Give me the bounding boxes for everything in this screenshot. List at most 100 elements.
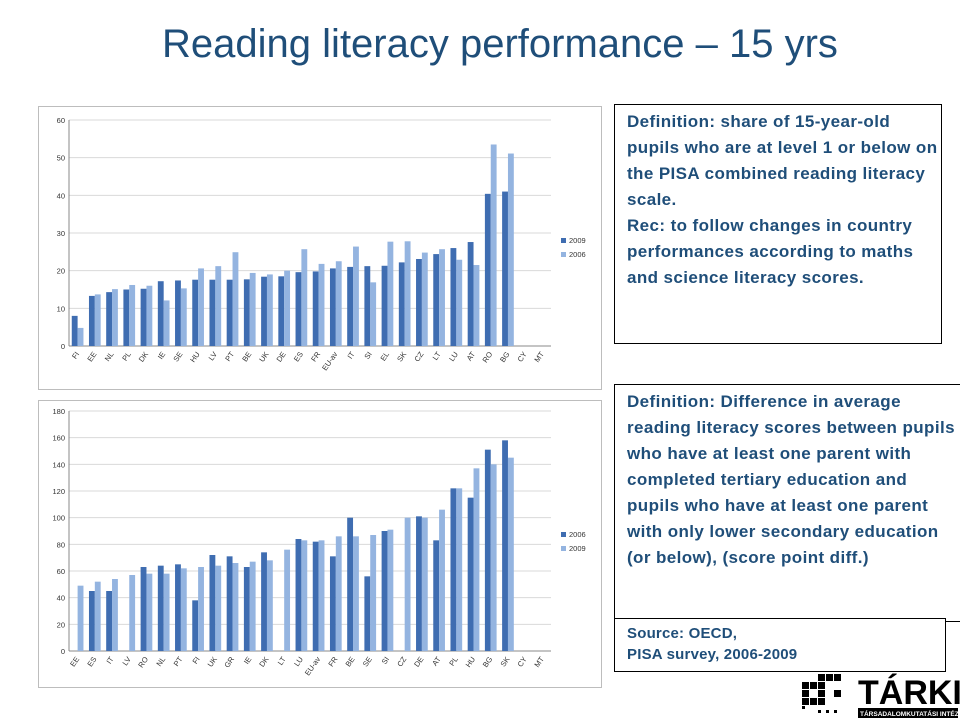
chart1-bar-2006 <box>112 289 118 346</box>
chart1-xtick-label: IE <box>156 350 167 361</box>
chart2-bar-2006 <box>329 556 336 651</box>
chart2-bar-2006 <box>261 552 267 651</box>
chart2-ytick-label: 80 <box>57 540 65 549</box>
chart-share-low-performers: 0 10 20 30 40 50 60 FI EE NL PL DK IE SE HU LV PT BE UK DE E… <box>38 106 602 390</box>
chart1-xtick-label: EU-av <box>320 350 339 372</box>
chart2-legend-swatch <box>561 546 566 551</box>
chart2-xtick-label: AT <box>430 655 443 668</box>
chart2-bar-2009 <box>129 575 136 651</box>
chart1-bar-2006 <box>129 284 136 346</box>
chart1-legend-swatch <box>561 252 566 257</box>
chart1-xtick-label: RO <box>481 350 495 365</box>
chart1-bar-2009 <box>433 254 440 346</box>
chart1-bar-2006 <box>439 249 445 346</box>
chart1-bar-2006 <box>490 144 497 346</box>
chart2-xtick-label: SE <box>361 655 374 668</box>
chart1-bar-2006 <box>215 266 222 346</box>
chart1-legend-label: 2006 <box>569 250 586 259</box>
chart2-xtick-label: PT <box>172 655 185 668</box>
chart2-xtick-label: SK <box>498 655 511 668</box>
chart2-xtick-label: PL <box>447 655 460 668</box>
chart1-xtick-label: LT <box>431 350 443 362</box>
chart2-xtick-label: FR <box>326 655 339 669</box>
chart2-xtick-label: RO <box>136 655 150 670</box>
chart1-bar-2006 <box>318 263 325 346</box>
chart1-bar-2009 <box>295 272 302 346</box>
chart2-bar-2009 <box>335 536 342 651</box>
chart2-bar-2006 <box>381 531 388 651</box>
chart2-bar-2006 <box>157 565 164 651</box>
chart-score-difference: 0 20 40 60 80 100 120 140 160 180 EE ES IT LV RO NL PT FI… <box>38 400 602 688</box>
chart1-xtick-label: DE <box>274 350 287 364</box>
chart1-bar-2006 <box>163 300 170 346</box>
chart2-xtick-label: FI <box>191 655 202 666</box>
chart1-xtick-label: NL <box>103 350 116 363</box>
chart2-bar-2006 <box>347 517 354 651</box>
chart1-bar-2006 <box>456 259 463 346</box>
definition-box-2: Definition: Difference in average readin… <box>614 384 960 622</box>
chart2-bar-2006 <box>192 600 199 651</box>
chart1-ytick-label: 60 <box>57 116 65 125</box>
logo-subtext: TÁRSADALOMKUTATÁSI INTÉZET ZRT. <box>860 709 960 718</box>
source-line-1: Source: OECD, <box>627 625 738 642</box>
chart2-bar-2006 <box>364 576 371 651</box>
chart1-xtick-label: FI <box>70 350 81 361</box>
chart2-xtick-label: BE <box>344 655 357 668</box>
chart1-bar-2009 <box>261 276 267 346</box>
chart1-ytick-label: 50 <box>57 154 65 163</box>
chart1-legend-swatch <box>561 238 566 243</box>
chart1-xtick-label: AT <box>465 350 478 363</box>
chart1-bar-2009 <box>243 279 250 346</box>
chart1-xtick-label: ES <box>292 350 305 363</box>
chart2-bar-2009 <box>163 573 170 651</box>
chart2-bar-2006 <box>175 564 181 651</box>
chart1-legend-label: 2009 <box>569 236 586 245</box>
chart-1-svg: 0 10 20 30 40 50 60 FI EE NL PL DK IE SE HU LV PT BE UK DE E… <box>57 116 586 372</box>
chart1-bar-2009 <box>226 279 233 346</box>
chart2-bar-2009 <box>146 573 153 651</box>
chart2-bar-2009 <box>232 563 239 651</box>
chart1-bar-2006 <box>507 153 514 346</box>
chart1-bar-2009 <box>381 265 388 346</box>
chart1-bar-2006 <box>232 252 239 346</box>
logo-text: TÁRKI <box>858 674 960 712</box>
chart1-xtick-label: SI <box>362 350 373 361</box>
chart2-bar-2009 <box>77 585 84 651</box>
chart1-xtick-label: UK <box>257 350 270 364</box>
chart1-bar-2009 <box>192 279 199 346</box>
chart2-bar-2009 <box>284 549 291 651</box>
tarki-logo-icon: TÁRKI TÁRSADALOMKUTATÁSI INTÉZET ZRT. <box>802 674 960 718</box>
chart2-xtick-label: CZ <box>395 655 408 669</box>
source-box: Source: OECD, PISA survey, 2006-2009 <box>614 618 946 672</box>
chart1-bar-2009 <box>88 295 95 346</box>
chart2-xtick-label: MT <box>532 655 546 669</box>
chart2-xtick-label: HU <box>464 655 478 669</box>
chart2-ytick-label: 100 <box>52 514 65 523</box>
chart2-ytick-label: 180 <box>52 407 65 416</box>
chart2-bar-2006 <box>467 497 474 651</box>
chart1-xtick-label: BG <box>498 350 512 364</box>
definition-box-1: Definition: share of 15-year-old pupils … <box>614 104 942 344</box>
chart1-bar-2006 <box>180 288 187 346</box>
chart1-bar-2009 <box>106 292 113 346</box>
chart2-legend-label: 2009 <box>569 544 586 553</box>
chart2-bar-2009 <box>301 540 308 651</box>
chart1-bar-2006 <box>146 285 153 346</box>
chart-2-svg: 0 20 40 60 80 100 120 140 160 180 EE ES IT LV RO NL PT FI… <box>52 407 586 677</box>
chart2-bar-2006 <box>295 539 302 651</box>
chart1-bar-2006 <box>198 268 204 346</box>
chart2-bar-2009 <box>507 457 514 651</box>
chart1-bar-2009 <box>484 193 491 346</box>
chart2-xtick-label: DE <box>412 655 425 669</box>
chart2-bar-2009 <box>421 517 428 651</box>
chart1-xtick-label: SE <box>171 350 184 363</box>
chart2-ytick-label: 40 <box>57 594 65 603</box>
chart1-xtick-label: IT <box>345 350 356 361</box>
chart2-bar-2009 <box>112 579 118 651</box>
chart1-ytick-label: 20 <box>57 267 65 276</box>
chart2-xtick-label: UK <box>206 655 219 669</box>
chart2-legend-swatch <box>561 532 566 537</box>
chart2-xtick-label: ES <box>85 655 98 668</box>
chart1-xtick-label: FR <box>309 350 322 364</box>
chart2-bar-2009 <box>456 488 463 651</box>
